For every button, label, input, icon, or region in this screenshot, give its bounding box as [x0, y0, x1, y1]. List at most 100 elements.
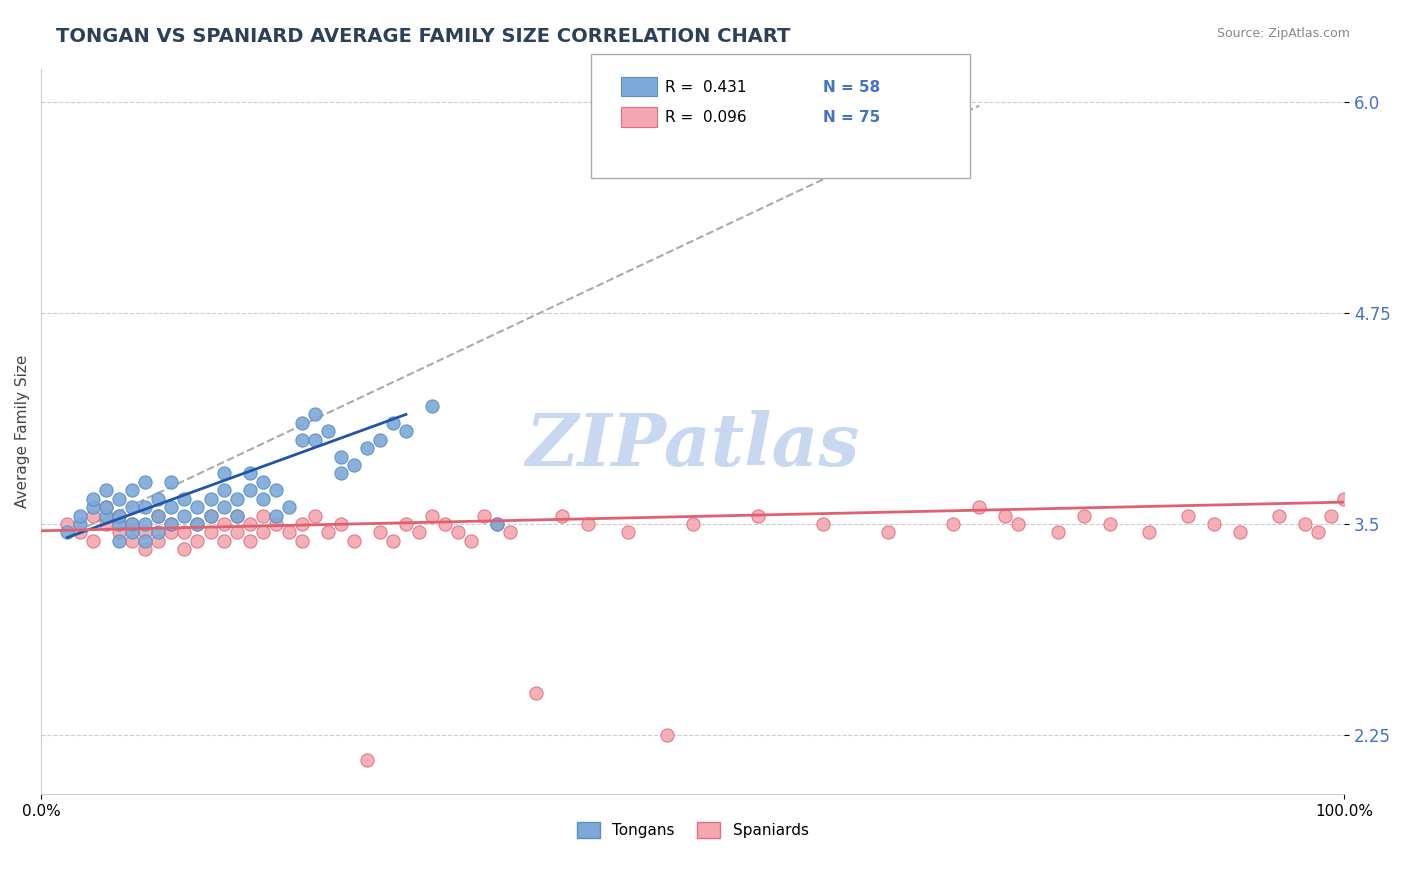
Point	[329, 450, 352, 464]
Point	[368, 525, 391, 540]
Point	[1073, 508, 1095, 523]
Point	[225, 525, 247, 540]
Point	[329, 467, 352, 481]
Point	[1098, 517, 1121, 532]
Point	[291, 433, 314, 447]
Point	[148, 533, 170, 548]
Point	[291, 517, 314, 532]
Point	[121, 517, 143, 532]
Point	[356, 441, 378, 455]
Point	[942, 517, 965, 532]
Point	[212, 467, 235, 481]
Point	[173, 508, 195, 523]
Point	[1333, 491, 1355, 506]
Point	[252, 508, 274, 523]
Point	[134, 525, 156, 540]
Point	[148, 508, 170, 523]
Point	[121, 500, 143, 515]
Point	[252, 525, 274, 540]
Point	[329, 517, 352, 532]
Point	[524, 686, 547, 700]
Point	[173, 525, 195, 540]
Point	[316, 525, 339, 540]
Point	[96, 500, 118, 515]
Point	[682, 517, 704, 532]
Point	[160, 517, 183, 532]
Point	[747, 508, 769, 523]
Point	[134, 475, 156, 489]
Point	[82, 508, 104, 523]
Point	[108, 533, 131, 548]
Point	[1177, 508, 1199, 523]
Point	[655, 728, 678, 742]
Text: Source: ZipAtlas.com: Source: ZipAtlas.com	[1216, 27, 1350, 40]
Point	[551, 508, 574, 523]
Point	[395, 424, 418, 438]
Y-axis label: Average Family Size: Average Family Size	[15, 355, 30, 508]
Point	[291, 416, 314, 430]
Point	[121, 533, 143, 548]
Point	[420, 508, 443, 523]
Point	[1046, 525, 1069, 540]
Point	[1137, 525, 1160, 540]
Point	[994, 508, 1017, 523]
Point	[121, 525, 143, 540]
Text: N = 58: N = 58	[823, 80, 880, 95]
Point	[239, 483, 262, 498]
Point	[148, 491, 170, 506]
Point	[148, 508, 170, 523]
Point	[200, 508, 222, 523]
Point	[69, 517, 91, 532]
Point	[173, 491, 195, 506]
Point	[420, 399, 443, 413]
Point	[96, 500, 118, 515]
Point	[877, 525, 900, 540]
Point	[96, 508, 118, 523]
Point	[368, 433, 391, 447]
Point	[225, 508, 247, 523]
Point	[239, 467, 262, 481]
Point	[499, 525, 522, 540]
Text: R =  0.096: R = 0.096	[665, 111, 747, 125]
Point	[381, 416, 404, 430]
Point	[1320, 508, 1343, 523]
Point	[395, 517, 418, 532]
Point	[811, 517, 834, 532]
Text: ZIPatlas: ZIPatlas	[526, 410, 859, 482]
Point	[969, 500, 991, 515]
Point	[186, 500, 208, 515]
Point	[304, 508, 326, 523]
Point	[343, 533, 366, 548]
Point	[356, 753, 378, 767]
Point	[186, 533, 208, 548]
Point	[252, 475, 274, 489]
Point	[343, 458, 366, 472]
Point	[239, 517, 262, 532]
Point	[1308, 525, 1330, 540]
Point	[82, 491, 104, 506]
Point	[160, 475, 183, 489]
Point	[304, 433, 326, 447]
Point	[134, 533, 156, 548]
Point	[1007, 517, 1029, 532]
Point	[460, 533, 482, 548]
Point	[200, 525, 222, 540]
Point	[200, 508, 222, 523]
Point	[82, 533, 104, 548]
Point	[148, 525, 170, 540]
Point	[186, 517, 208, 532]
Text: N = 75: N = 75	[823, 111, 880, 125]
Point	[225, 491, 247, 506]
Point	[616, 525, 638, 540]
Point	[277, 525, 299, 540]
Point	[108, 517, 131, 532]
Point	[304, 408, 326, 422]
Point	[56, 525, 79, 540]
Point	[108, 525, 131, 540]
Text: R =  0.431: R = 0.431	[665, 80, 747, 95]
Point	[160, 517, 183, 532]
Point	[1294, 517, 1316, 532]
Point	[121, 517, 143, 532]
Point	[160, 525, 183, 540]
Point	[381, 533, 404, 548]
